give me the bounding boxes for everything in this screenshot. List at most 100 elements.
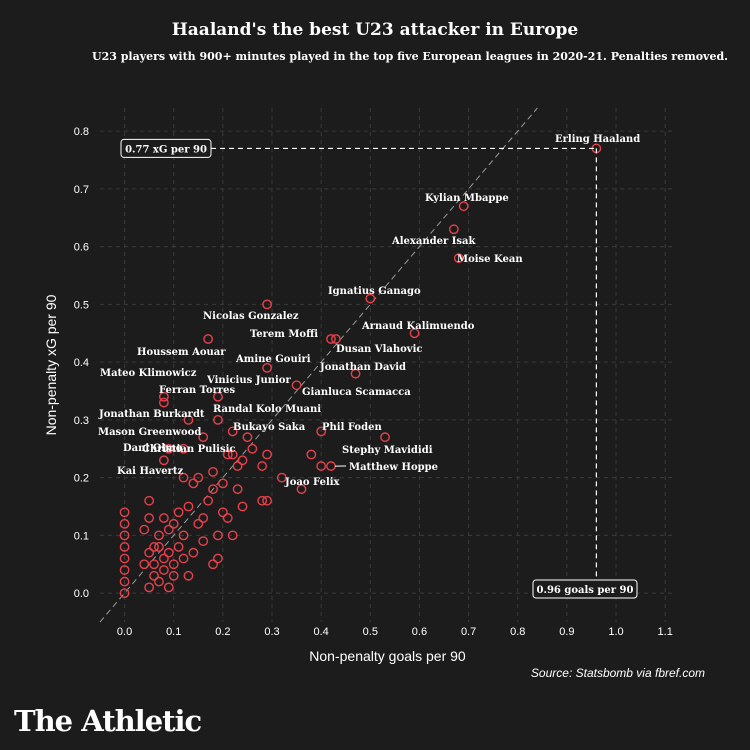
point-label: Jonathan Burkardt	[98, 409, 205, 420]
data-point	[168, 570, 179, 581]
point-label: Amine Gouiri	[235, 354, 311, 365]
point-label: Christian Pulisic	[142, 444, 235, 455]
data-point	[198, 513, 209, 523]
point-labels: Erling Haaland Kylian Mbappe Alexander Isa…	[98, 134, 640, 488]
point-label: Joao Felix	[284, 477, 341, 488]
goals-callout-box	[532, 579, 638, 599]
y-tick-label: 0.7	[74, 184, 89, 196]
data-point	[158, 455, 169, 466]
data-point	[227, 530, 238, 541]
data-point	[257, 461, 268, 471]
data-point	[163, 582, 174, 593]
data-point	[326, 461, 336, 471]
data-point	[316, 426, 327, 437]
data-point	[213, 530, 223, 541]
point-label: Mateo Klimowicz	[100, 368, 197, 379]
data-point	[262, 449, 272, 460]
data-point	[173, 507, 184, 518]
data-point	[380, 432, 390, 443]
data-point	[119, 542, 130, 552]
data-point	[276, 472, 287, 483]
data-point	[158, 513, 169, 523]
xg-callout-label: 0.77 xG per 90	[125, 144, 207, 155]
data-point	[330, 334, 341, 344]
point-label: Dusan Vlahovic	[336, 344, 422, 355]
data-point	[222, 449, 233, 460]
data-point	[178, 472, 189, 483]
data-point	[237, 501, 248, 512]
data-point	[198, 536, 209, 547]
x-tick-label: 0.7	[461, 626, 476, 638]
data-point	[144, 513, 155, 523]
chart-grid	[100, 108, 675, 622]
data-point	[183, 414, 194, 425]
point-label: Arnaud Kalimuendo	[361, 321, 475, 332]
point-label: Vinicius Junior	[206, 375, 291, 386]
chart-title: Haaland's the best U23 attacker in Europ…	[171, 20, 579, 40]
x-tick-label: 0.3	[264, 626, 279, 638]
data-point	[227, 426, 238, 437]
data-point	[198, 432, 209, 443]
data-point	[291, 380, 302, 391]
source-note: Source: Statsbomb via fbref.com	[530, 666, 705, 680]
data-point	[262, 362, 272, 373]
data-point	[144, 582, 155, 593]
data-point	[213, 414, 223, 425]
y-tick-label: 0.8	[74, 126, 89, 138]
data-point	[158, 565, 169, 575]
point-label: Phil Foden	[322, 422, 382, 433]
data-point	[217, 478, 228, 489]
goals-callout-label: 0.96 goals per 90	[537, 585, 634, 596]
data-point	[158, 553, 169, 564]
data-point	[306, 449, 317, 460]
point-label: Jonathan David	[319, 362, 406, 373]
data-point	[149, 559, 159, 570]
point-label: Matthew Hoppe	[349, 462, 438, 473]
x-tick-label: 0.2	[215, 626, 230, 638]
data-point	[178, 530, 189, 541]
data-point	[183, 501, 194, 512]
data-point	[163, 443, 174, 454]
x-tick-label: 0.8	[510, 626, 525, 638]
data-point	[188, 478, 199, 489]
data-point	[144, 547, 155, 558]
point-label: Erling Haaland	[555, 134, 640, 145]
data-point	[168, 559, 179, 570]
x-tick-label: 1.1	[658, 626, 673, 638]
point-label: Moise Kean	[457, 254, 523, 265]
data-point	[183, 570, 194, 581]
data-point	[262, 495, 272, 506]
point-label: Kylian Mbappe	[425, 193, 509, 204]
reference-line	[99, 107, 538, 623]
chart-axes: 0.0 0.1 0.2 0.3 0.4 0.5 0.6 0.7 0.8 0.9 1.0 1.1 0.0 0…	[74, 126, 673, 638]
data-point	[257, 495, 268, 506]
x-axis-label: Non-penalty goals per 90	[309, 648, 466, 664]
data-point	[208, 484, 218, 495]
data-point	[163, 547, 174, 558]
x-tick-label: 0.1	[166, 626, 181, 638]
data-point	[154, 576, 164, 587]
data-point	[119, 565, 130, 575]
point-label: Mason Greenwood	[98, 427, 201, 438]
brand-logo: The Athletic	[14, 704, 202, 738]
data-point	[326, 334, 336, 344]
data-point	[154, 542, 164, 552]
callouts: 0.77 xG per 90 0.96 goals per 90	[120, 138, 638, 599]
data-point	[119, 530, 130, 541]
data-point	[188, 547, 199, 558]
data-point	[149, 542, 159, 552]
xg-callout-box	[120, 138, 212, 158]
data-point	[448, 224, 459, 235]
data-point	[173, 542, 184, 552]
x-tick-label: 0.5	[363, 626, 378, 638]
data-point	[217, 507, 228, 518]
data-point	[144, 495, 155, 506]
chart-subtitle: U23 players with 900+ minutes played in …	[92, 50, 728, 63]
data-points	[119, 143, 602, 599]
data-point	[350, 368, 361, 379]
point-label: Bukayo Saka	[233, 422, 306, 433]
data-point	[213, 553, 223, 564]
data-point	[178, 553, 189, 564]
point-label: Stephy Mavididi	[342, 445, 433, 456]
data-point	[149, 570, 159, 581]
